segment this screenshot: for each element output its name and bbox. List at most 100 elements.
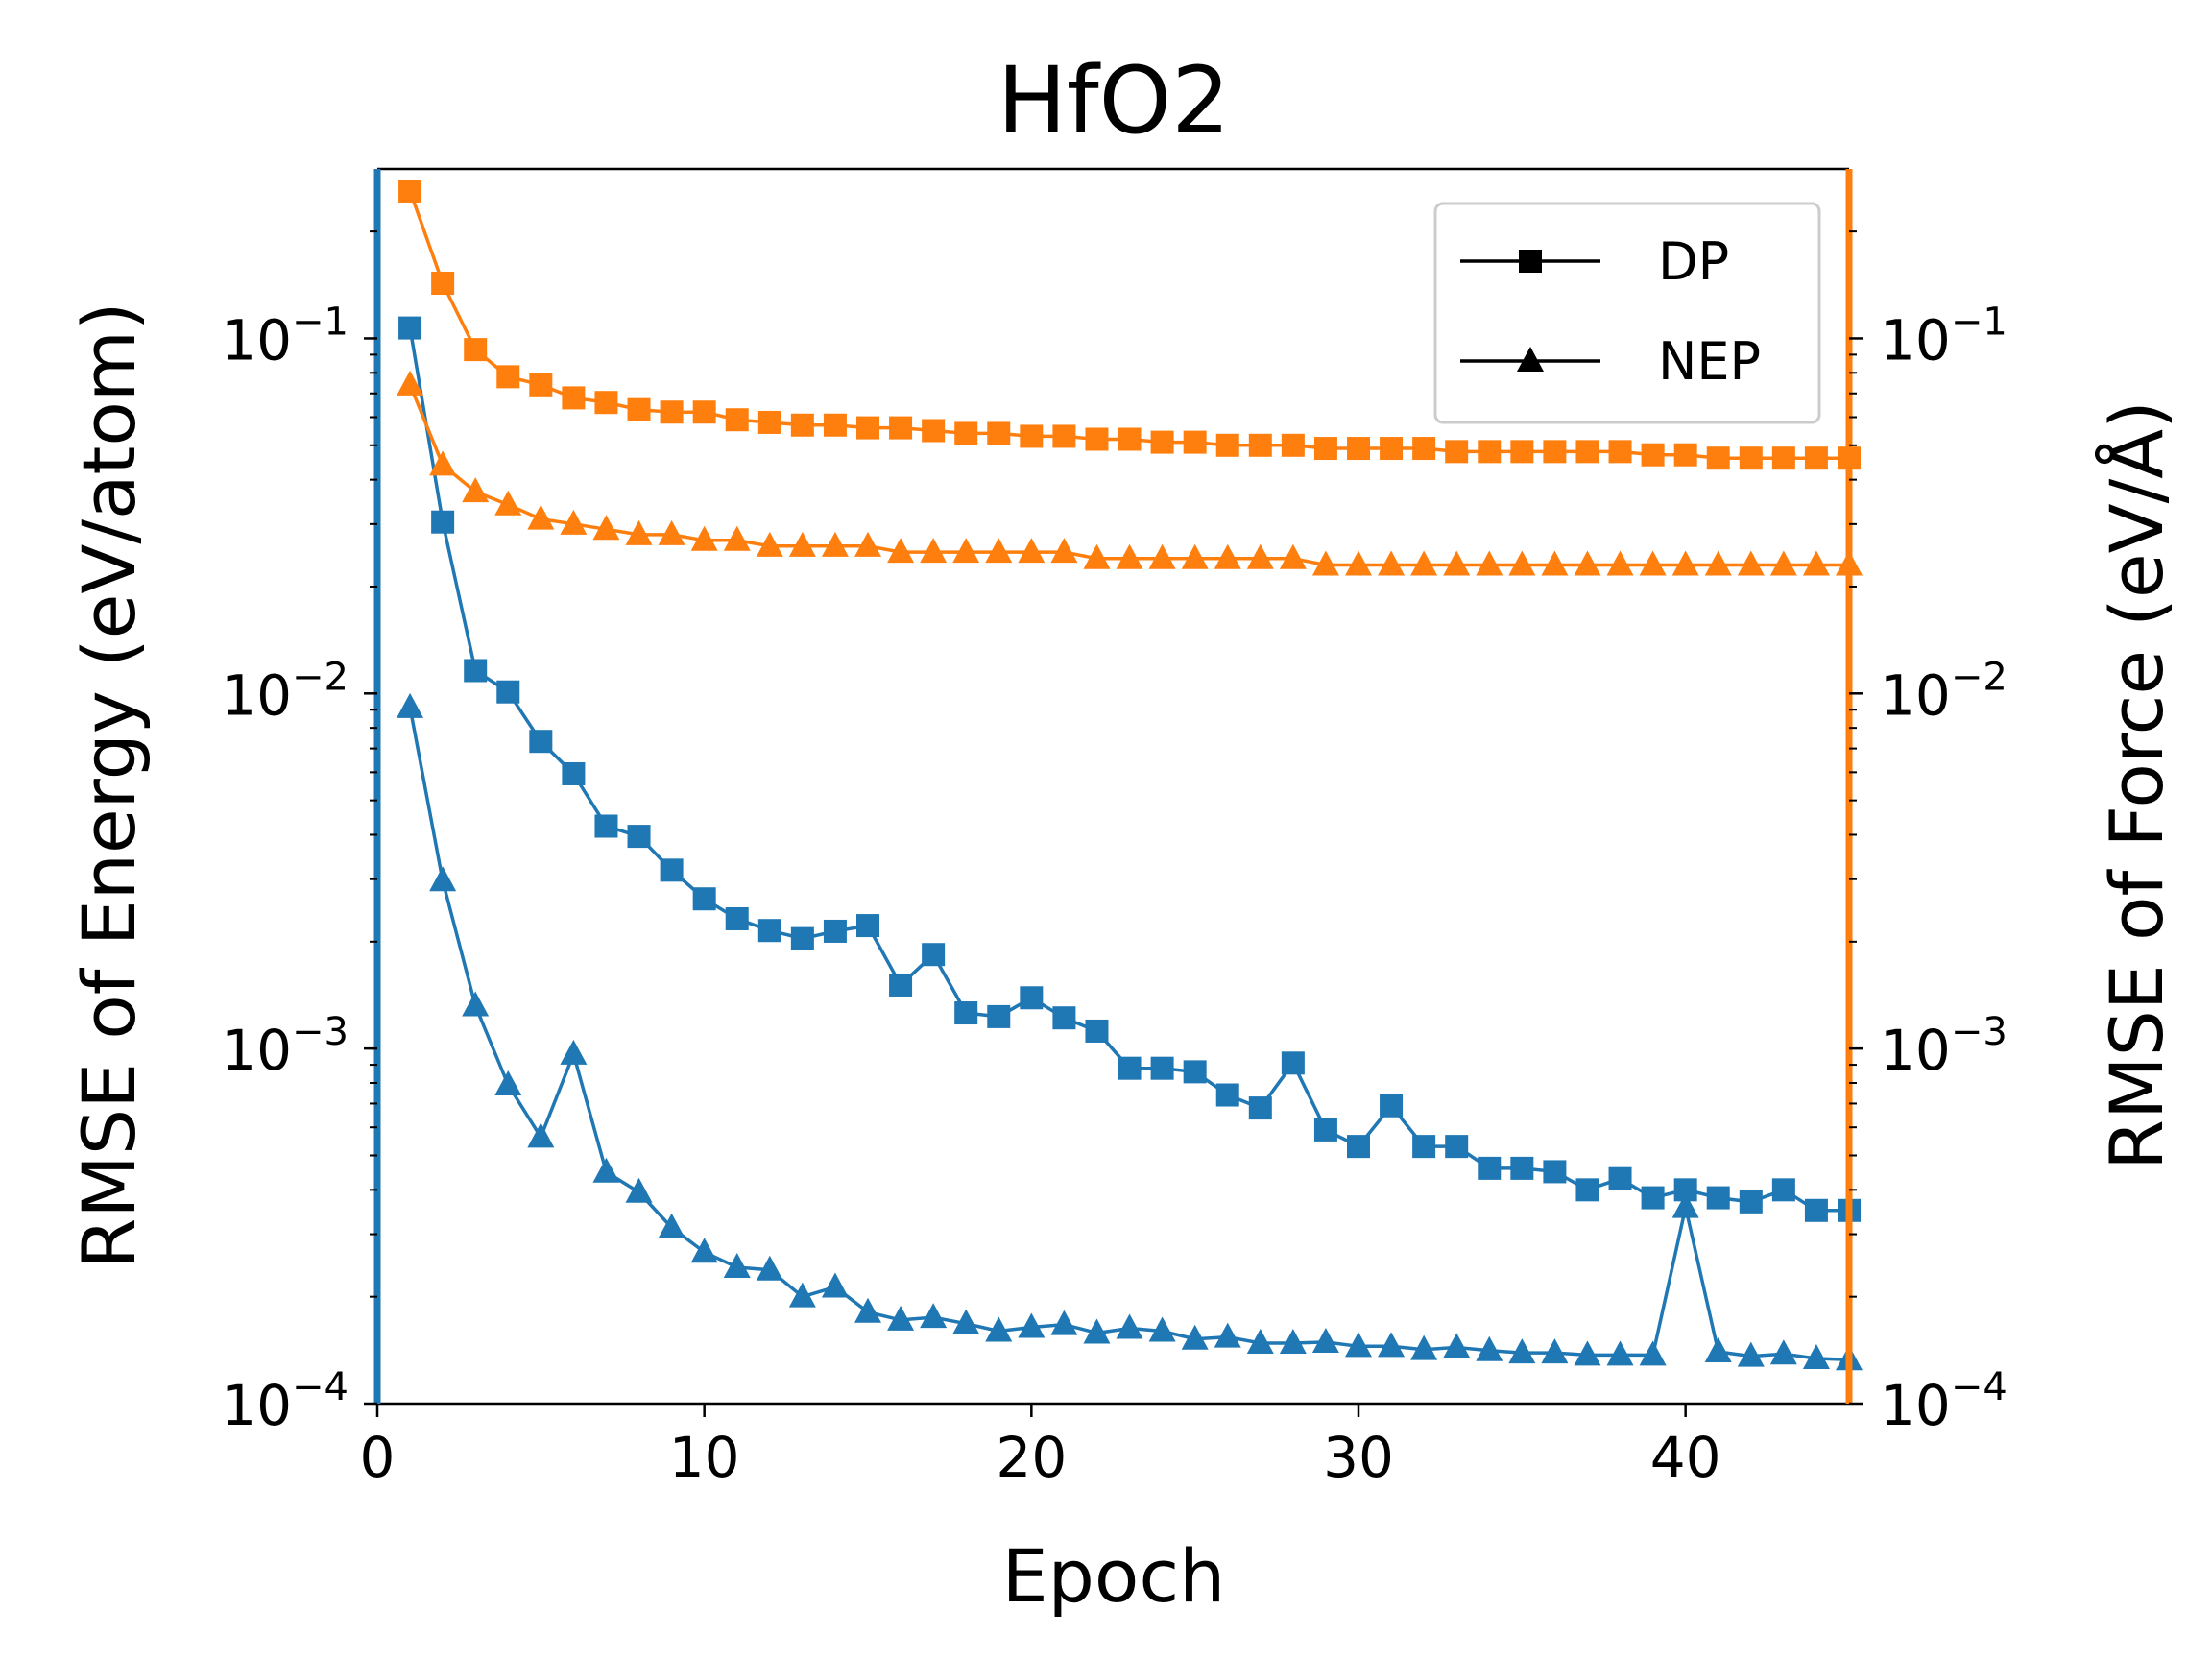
series-nep-energy-point <box>1737 1341 1765 1367</box>
series-nep-energy-point <box>952 1309 980 1334</box>
series-dp-energy <box>398 316 1861 1222</box>
series-dp-force-point <box>725 408 749 432</box>
legend-box <box>1433 202 1821 424</box>
series-nep-force-point <box>1802 550 1830 576</box>
ticks-layer: 0 10 20 30 40 10−1 10−1 10−2 10−2 10−3 10−3 10−4 10−… <box>221 230 2008 1490</box>
series-dp-force-point <box>1804 446 1828 470</box>
series-nep-energy-point <box>1246 1329 1274 1355</box>
series-dp-force-point <box>856 416 879 440</box>
series-dp-force-point <box>1118 427 1142 451</box>
series-nep-force-point <box>1704 550 1732 576</box>
series-dp-energy-point <box>1380 1094 1404 1118</box>
series-nep-energy-point <box>1541 1338 1569 1364</box>
series-dp-force-point <box>1510 440 1534 464</box>
y-axis-label-left: RMSE of Energy (eV/atom) <box>66 302 152 1269</box>
series-dp-force-point <box>889 416 913 440</box>
series-dp-force-point <box>790 413 814 437</box>
series-nep-force-point <box>1148 543 1176 569</box>
series-dp-force-point <box>529 373 553 397</box>
series-nep-force-point <box>1508 550 1536 576</box>
series-dp-force-point <box>594 391 618 415</box>
series-nep-force-point <box>1443 550 1471 576</box>
series-dp-force-point <box>398 179 422 203</box>
series-nep-energy-point <box>920 1303 948 1329</box>
series-nep-force-point <box>1476 550 1503 576</box>
series-dp-force-point <box>922 419 946 443</box>
series-dp-force-point <box>1543 440 1567 464</box>
series-nep-force-point <box>1279 543 1307 569</box>
series-dp-force-point <box>1445 440 1469 464</box>
series-dp-energy-point <box>1085 1019 1109 1043</box>
series-nep-force-point <box>1246 543 1274 569</box>
series-dp-force-point <box>954 421 978 445</box>
series-dp-energy-point <box>1347 1135 1370 1159</box>
series-nep-energy-point <box>690 1238 718 1263</box>
series-dp-force-point <box>660 400 684 424</box>
series-dp-energy-point <box>529 730 553 754</box>
series-dp-force-point <box>1313 437 1337 461</box>
x-tick-label: 40 <box>1650 1425 1721 1490</box>
series-dp-energy-point <box>1445 1135 1469 1159</box>
y-tick-label-left: 10−3 <box>221 1010 349 1083</box>
series-dp-force-point <box>431 272 455 296</box>
series-nep-energy-point <box>494 1070 522 1096</box>
series-nep-force-point <box>887 538 915 564</box>
series-nep-force-point <box>1083 543 1111 569</box>
y-tick-label-left: 10−2 <box>221 655 349 728</box>
series-nep-force-point <box>1671 550 1699 576</box>
series-dp-force-point <box>1412 437 1436 461</box>
series-dp-force-point <box>1380 437 1404 461</box>
series-nep-force-point <box>527 504 555 530</box>
series-dp-energy-point <box>987 1004 1011 1028</box>
series-nep-energy-point <box>1083 1318 1111 1344</box>
series-nep-energy-point <box>1214 1322 1241 1348</box>
series-nep-energy-point <box>1671 1192 1699 1218</box>
series-dp-force-point <box>1281 433 1305 457</box>
series-nep-force-point <box>756 531 783 557</box>
series-dp-force-point <box>1575 440 1599 464</box>
series-nep-energy-point <box>723 1253 751 1279</box>
series-nep-force-point <box>1737 550 1765 576</box>
series-nep-energy-point <box>429 866 457 892</box>
series-dp-energy-point <box>954 1001 978 1025</box>
series-dp-force-point <box>1608 440 1632 464</box>
y-tick-label-right: 10−1 <box>1880 300 2008 373</box>
series-dp-energy-point <box>1510 1156 1534 1180</box>
series-nep-force-point <box>462 477 490 503</box>
x-tick-label: 0 <box>360 1425 396 1490</box>
series-dp-force-point <box>562 386 586 410</box>
series-nep-energy-point <box>1181 1324 1209 1350</box>
series-dp-force-point <box>1641 443 1665 467</box>
series-dp-force-point <box>1150 430 1174 454</box>
series-nep-energy-point <box>788 1282 816 1308</box>
series-dp-force-point <box>1085 427 1109 451</box>
series-dp-energy-point <box>1575 1178 1599 1202</box>
series-dp-force-point <box>1771 446 1795 470</box>
axes-layer <box>373 169 1853 1404</box>
series-dp-energy-point <box>1020 986 1044 1010</box>
x-axis-label: Epoch <box>1002 1533 1226 1619</box>
series-nep-energy-point <box>1802 1343 1830 1369</box>
series-nep-energy-point <box>592 1157 620 1183</box>
series-dp-energy-point <box>594 814 618 838</box>
series-nep-energy-point <box>462 991 490 1017</box>
series-nep-force-point <box>1541 550 1569 576</box>
series-nep-energy-point <box>1018 1312 1046 1338</box>
series-nep-force-point <box>821 531 849 557</box>
series-dp-energy-point <box>562 761 586 785</box>
series-dp-force-point <box>1478 440 1502 464</box>
series-dp-energy-point <box>889 973 913 997</box>
series-nep-energy-point <box>821 1272 849 1298</box>
series-dp-force-point <box>692 400 716 424</box>
series-dp-energy-point <box>1183 1060 1207 1084</box>
series-dp-energy-point <box>1412 1135 1436 1159</box>
series-dp-energy-point <box>1804 1198 1828 1222</box>
y-tick-label-right: 10−2 <box>1880 655 2008 728</box>
series-dp-energy-point <box>1739 1190 1763 1214</box>
series-nep-force-point <box>723 525 751 551</box>
series-dp-force-point <box>987 421 1011 445</box>
series-nep-force-point <box>920 538 948 564</box>
series-dp-energy-point <box>1313 1118 1337 1142</box>
series-nep-force-point <box>854 531 881 557</box>
series-dp-force-point <box>464 338 488 362</box>
